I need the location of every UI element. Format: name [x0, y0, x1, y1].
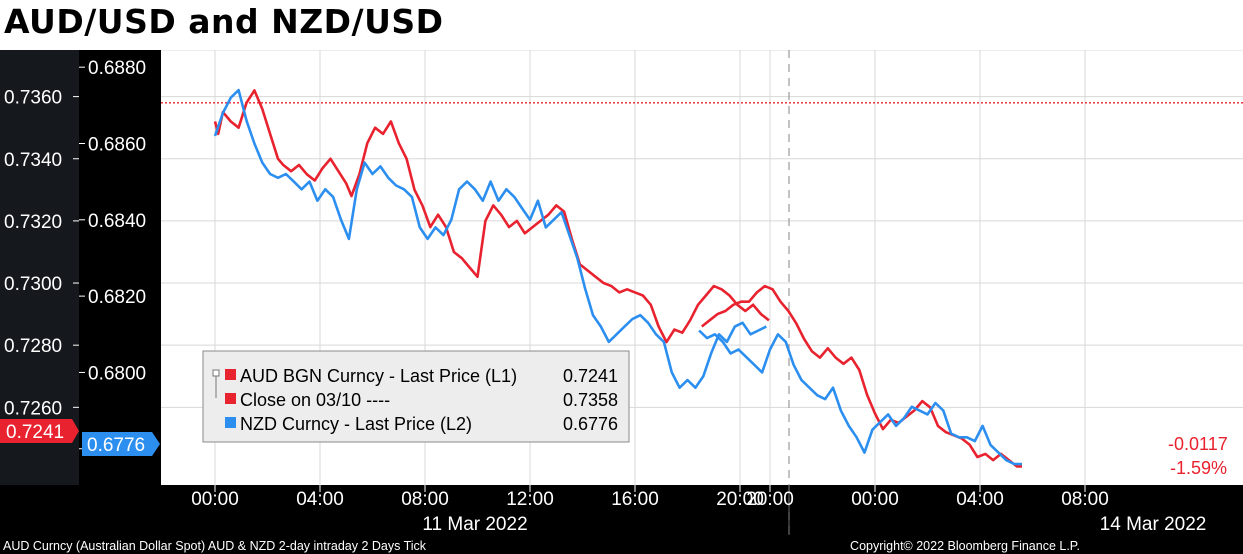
legend: AUD BGN Curncy - Last Price (L1) 0.7241 …: [202, 350, 630, 443]
x-tick-label: 04:00: [956, 489, 1004, 510]
chart-canvas: 0.7360 0.7340 0.7320 0.7300 0.7280 0.7260 0.6…: [0, 50, 1243, 554]
y-left-tick-label: 0.7260: [4, 398, 62, 419]
x-tick-label: 00:00: [851, 489, 899, 510]
x-tick-label: 20:00: [746, 489, 794, 510]
x-tick-label: 00:00: [191, 489, 239, 510]
bottom-axis-background: [0, 485, 1243, 537]
left-axis-background: [0, 50, 79, 535]
legend-label-close: Close on 03/10 ----: [240, 390, 390, 410]
y-right-tick-label: 0.6820: [88, 287, 146, 308]
y-right-tick-label: 0.6840: [88, 211, 146, 232]
y-left-tick-label: 0.7360: [4, 88, 62, 109]
footer-source: AUD Curncy (Australian Dollar Spot) AUD …: [3, 539, 427, 553]
x-tick-label: 20:00: [716, 489, 764, 510]
legend-box: [202, 350, 630, 443]
y-right-tick-label: 0.6800: [88, 363, 146, 384]
legend-value-close: 0.7358: [563, 390, 618, 410]
series-line-aud: [213, 89, 1022, 468]
right-axis-background: [79, 50, 161, 485]
legend-swatch-aud: [225, 369, 236, 380]
x-tick-label: 08:00: [1061, 489, 1109, 510]
legend-swatch-close: [225, 393, 236, 404]
legend-value-nzd: 0.6776: [563, 414, 618, 434]
y-right-tick-label: 0.6880: [88, 58, 146, 79]
date-label-14-mar: 14 Mar 2022: [1100, 514, 1207, 535]
chart-title: AUD/USD and NZD/USD: [4, 2, 444, 41]
left-last-price-badge: 0.7241: [0, 419, 79, 443]
right-last-price-label: 0.6776: [87, 435, 145, 456]
legend-swatch-nzd: [225, 417, 236, 428]
legend-collapse-icon[interactable]: [212, 369, 220, 377]
left-last-price-label: 0.7241: [6, 422, 64, 443]
x-tick-label: 16:00: [611, 489, 659, 510]
y-right-tick-label: 0.6860: [88, 134, 146, 155]
change-absolute: -0.0117: [1168, 434, 1228, 454]
footer-background: [0, 535, 1243, 554]
y-left-tick-label: 0.7320: [4, 212, 62, 233]
y-left-tick-label: 0.7340: [4, 150, 62, 171]
legend-label-aud: AUD BGN Curncy - Last Price (L1): [240, 366, 517, 386]
date-label-11-mar: 11 Mar 2022: [422, 514, 527, 535]
footer-copyright: Copyright© 2022 Bloomberg Finance L.P.: [850, 539, 1080, 553]
y-left-tick-label: 0.7280: [4, 336, 62, 357]
x-tick-label: 04:00: [296, 489, 344, 510]
legend-value-aud: 0.7241: [563, 366, 618, 386]
y-left-tick-label: 0.7300: [4, 274, 62, 295]
change-percent: -1.59%: [1170, 458, 1227, 478]
x-tick-label: 08:00: [401, 489, 449, 510]
legend-label-nzd: NZD Curncy - Last Price (L2): [240, 414, 472, 434]
series-line-nzd: [213, 88, 1022, 466]
right-last-price-badge: 0.6776: [82, 432, 160, 456]
x-tick-label: 12:00: [506, 489, 554, 510]
